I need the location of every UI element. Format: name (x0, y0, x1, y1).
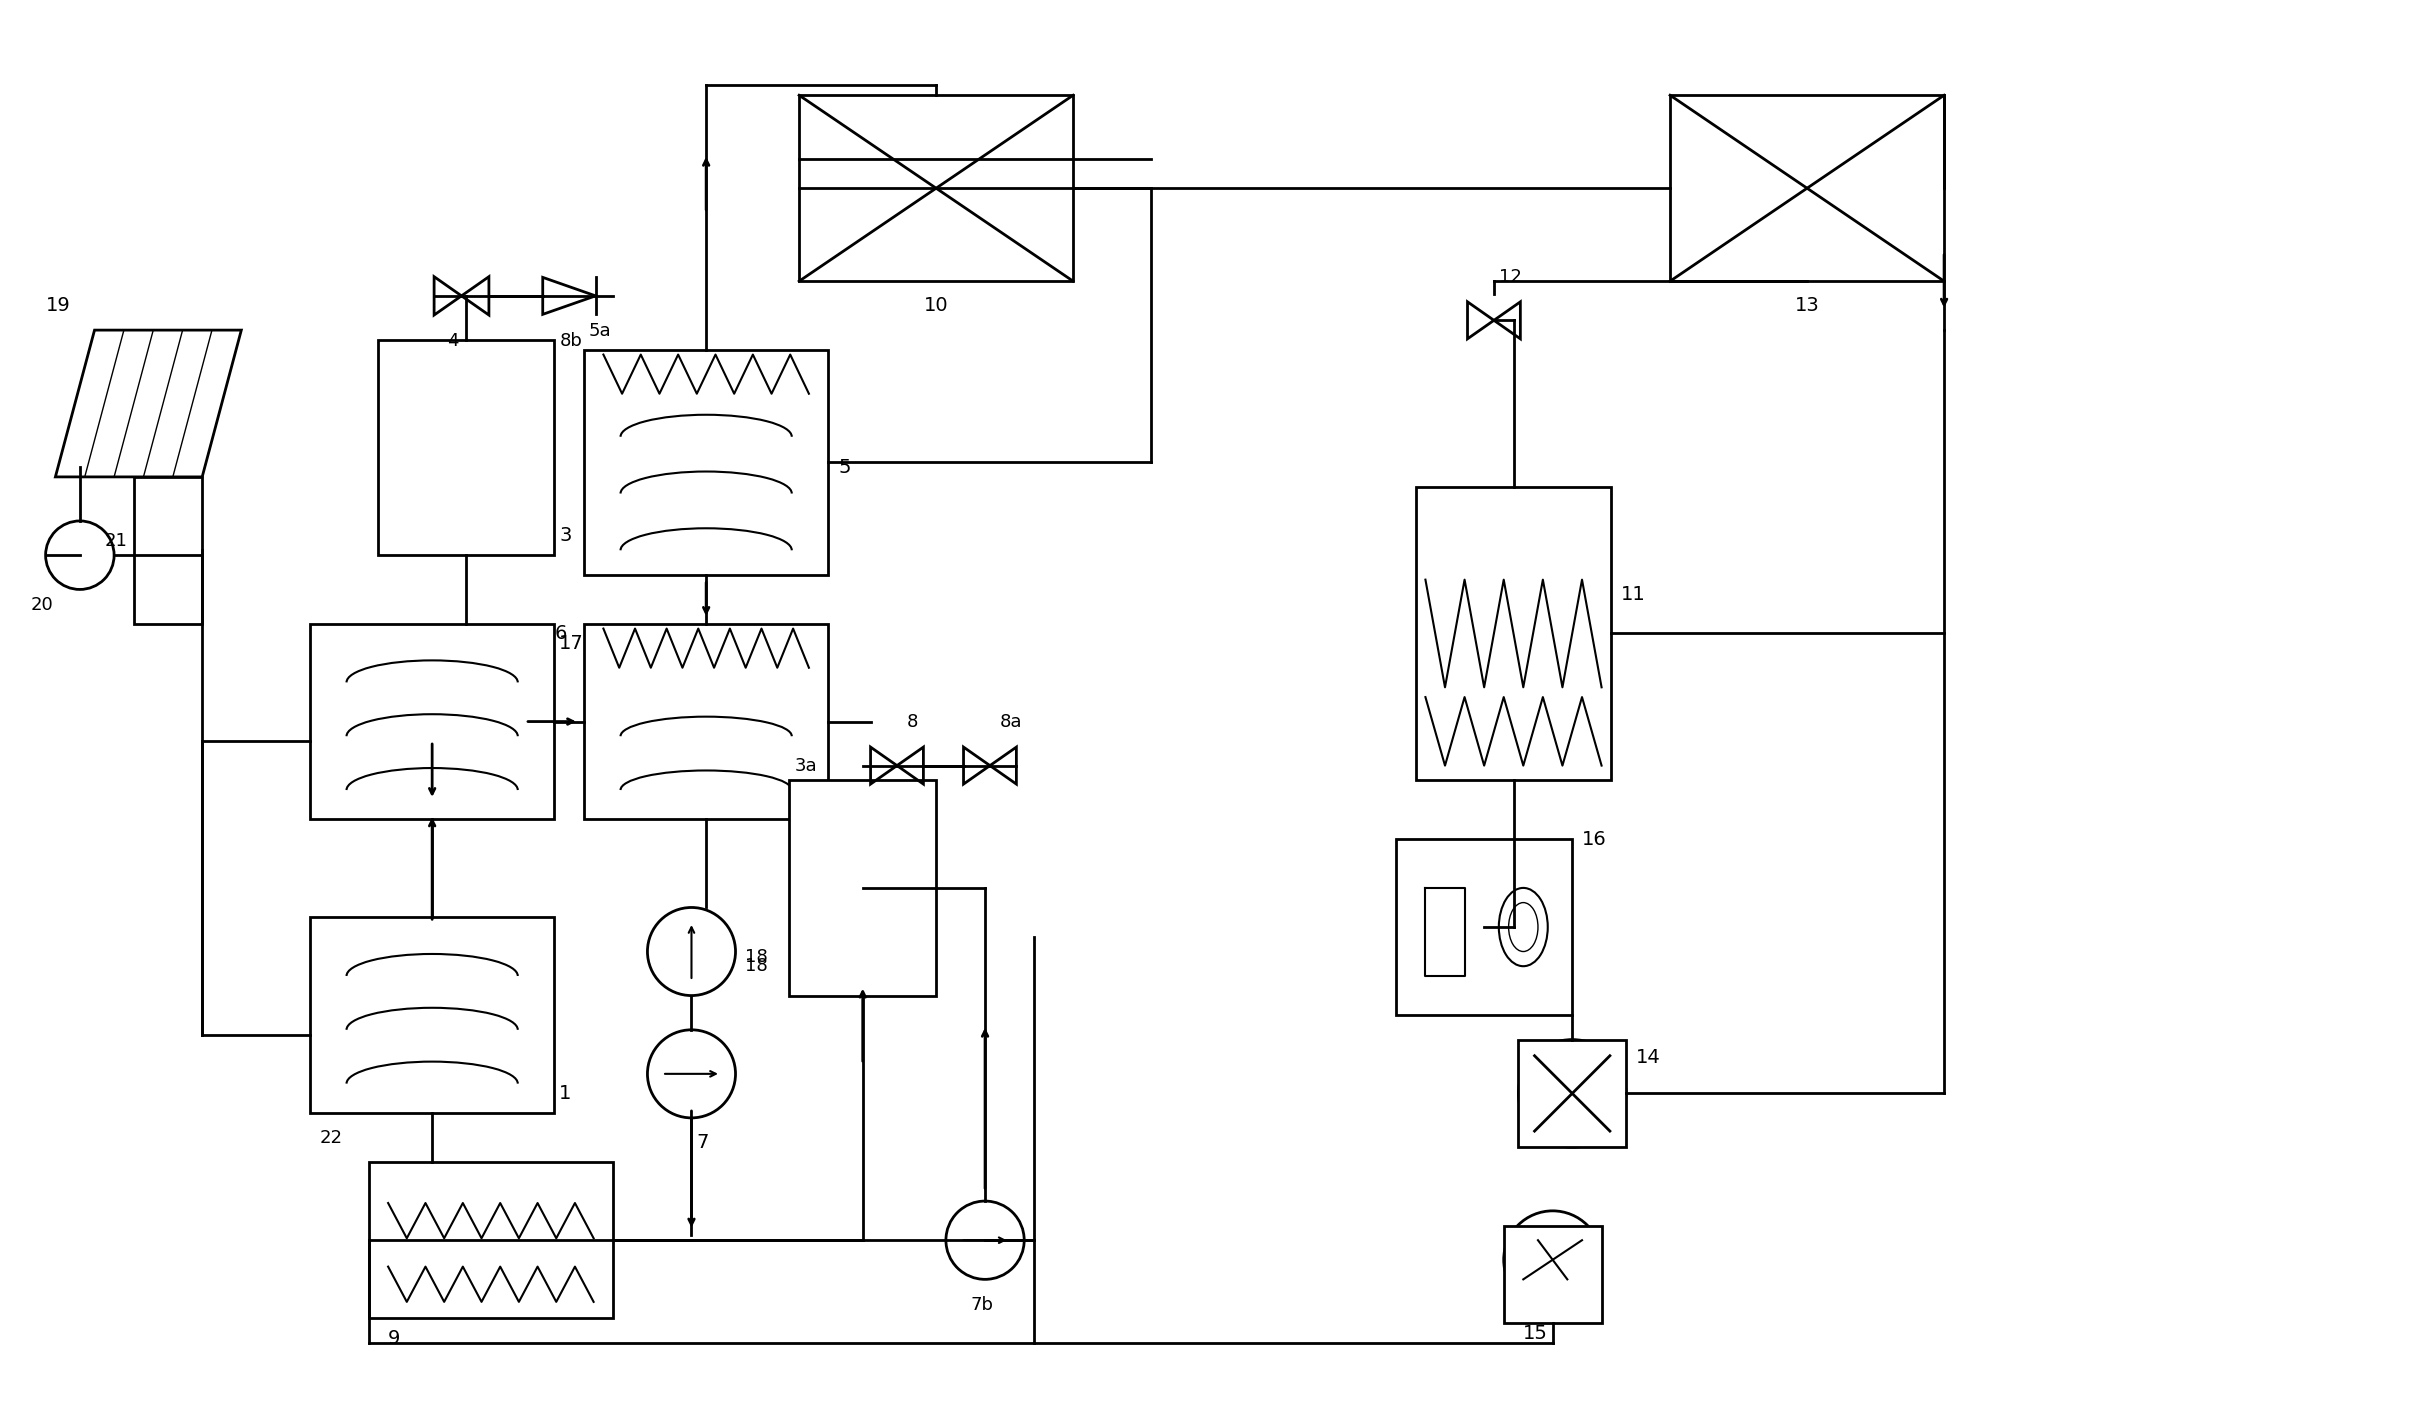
Bar (309, 917, 555, 1113)
Text: 18: 18 (744, 958, 769, 976)
Text: 19: 19 (46, 296, 71, 315)
Bar (798, 95, 1073, 282)
Text: 17: 17 (560, 634, 584, 653)
Bar (1669, 95, 1944, 282)
Bar (584, 349, 830, 575)
Text: 10: 10 (925, 296, 949, 315)
Text: 20: 20 (32, 596, 54, 614)
Text: 22: 22 (319, 1129, 343, 1147)
Bar (1518, 1040, 1625, 1147)
Text: 14: 14 (1635, 1047, 1662, 1067)
Text: 9: 9 (389, 1329, 401, 1347)
Text: 5: 5 (839, 458, 852, 477)
Text: 8: 8 (908, 714, 917, 732)
Bar (377, 339, 555, 555)
Text: 6: 6 (555, 624, 567, 644)
Text: 4: 4 (448, 332, 457, 349)
Bar (367, 1162, 613, 1318)
Bar (584, 624, 830, 819)
Bar (788, 781, 937, 995)
Text: 7: 7 (696, 1133, 708, 1152)
Text: 3: 3 (560, 526, 572, 545)
Text: 1: 1 (560, 1084, 572, 1103)
Text: 13: 13 (1796, 296, 1820, 315)
Text: 15: 15 (1523, 1323, 1547, 1343)
Text: 12: 12 (1499, 268, 1521, 286)
Text: 11: 11 (1620, 585, 1645, 604)
Bar (1504, 1225, 1601, 1323)
Bar (1397, 838, 1572, 1015)
Text: 7b: 7b (971, 1295, 993, 1314)
Text: 21: 21 (105, 533, 127, 551)
Text: 3a: 3a (793, 757, 817, 775)
Bar (309, 624, 555, 819)
Text: 18: 18 (744, 948, 769, 966)
Bar (134, 477, 202, 624)
Text: 8a: 8a (1000, 714, 1022, 732)
Text: 5a: 5a (589, 322, 611, 339)
Text: 8b: 8b (560, 332, 581, 349)
Bar (1416, 486, 1611, 781)
Text: 16: 16 (1581, 830, 1606, 848)
